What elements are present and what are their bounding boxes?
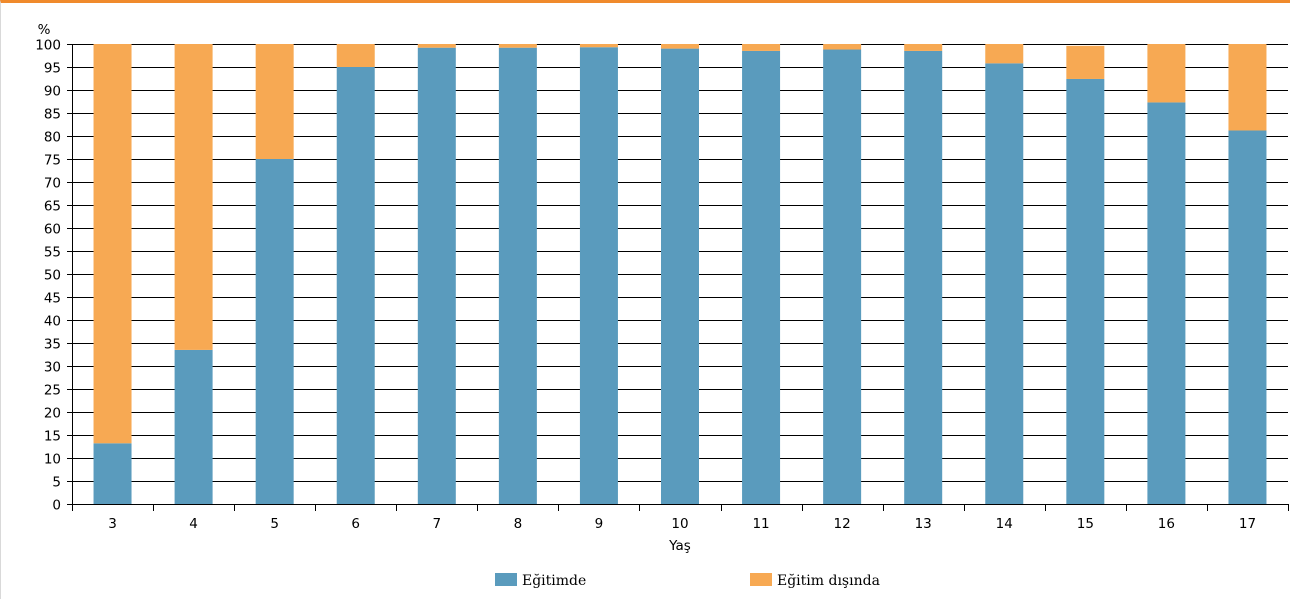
y-tick-label: 75 [44,153,61,169]
y-tick-label: 85 [44,107,61,123]
legend-label-egitimde: Eğitimde [522,573,586,589]
bar-segment-egitim-disinda [255,44,294,159]
bar-segment-egitim-disinda [823,44,862,50]
x-tick-label: 9 [595,516,604,532]
bar-segment-egitimde [255,159,294,504]
x-tick-label: 16 [1158,516,1175,532]
bar-segment-egitimde [93,443,132,504]
y-tick-label: 5 [52,475,61,491]
y-tick-label: 45 [44,291,61,307]
y-tick-label: 20 [44,406,61,422]
bar-segment-egitimde [1228,130,1267,504]
bar-segment-egitim-disinda [579,44,618,48]
x-tick-label: 10 [671,516,688,532]
bar-segment-egitimde [1147,102,1186,505]
bar-segment-egitimde [661,48,699,504]
bar-segment-egitimde [985,63,1024,504]
bar-segment-egitim-disinda [417,44,456,48]
x-tick-label: 4 [189,516,198,532]
bar-segment-egitim-disinda [1228,44,1267,131]
bar-segment-egitim-disinda [742,44,781,51]
y-tick-label: 60 [44,222,61,238]
x-tick-label: 12 [834,516,851,532]
x-tick-labels: 3 4 5 6 7 8 9 10 11 12 13 14 15 16 17 [72,504,1289,532]
bar-segment-egitimde [174,349,213,504]
x-tick-label: 6 [351,516,360,532]
bar-segment-egitimde [1066,78,1105,505]
x-tick-label: 15 [1077,516,1094,532]
bar-segment-egitim-disinda [336,44,375,67]
x-tick-label: 13 [915,516,932,532]
y-tick-label: 0 [52,498,61,514]
y-tick-label: 35 [44,337,61,353]
bar-segment-egitim-disinda [1066,45,1105,79]
y-tick-label: 40 [44,314,61,330]
y-axis-unit-label: % [38,22,51,38]
legend-swatch-egitimde [495,573,517,586]
bar-segment-egitim-disinda [904,44,943,51]
bar-segment-egitim-disinda [174,44,213,350]
x-tick-label: 14 [996,516,1013,532]
y-tick-label: 55 [44,245,61,261]
y-tick-label: 30 [44,360,61,376]
y-tick-label: 10 [44,452,61,468]
y-tick-label: 90 [44,84,61,100]
y-tick-label: 100 [35,38,61,54]
bars [93,44,1267,505]
y-tick-label: 95 [44,61,61,77]
stacked-bar-chart: 0510152025303540455055606570758085909510… [35,22,1289,589]
bar-segment-egitim-disinda [93,44,132,444]
bar-segment-egitim-disinda [985,44,1024,64]
bar-segment-egitimde [579,47,618,504]
x-tick-label: 3 [108,516,117,532]
legend: Eğitimde Eğitim dışında [495,573,880,589]
bar-segment-egitim-disinda [1147,44,1186,103]
x-tick-label: 11 [752,516,769,532]
legend-label-egitim-disinda: Eğitim dışında [777,573,880,589]
y-tick-label: 70 [44,176,61,192]
bar-segment-egitimde [742,50,781,505]
axes [72,44,1288,505]
bar-segment-egitimde [498,47,537,505]
y-tick-label: 65 [44,199,61,215]
x-tick-label: 8 [514,516,523,532]
x-tick-label: 5 [270,516,279,532]
bar-segment-egitimde [417,47,456,505]
y-tick-label: 25 [44,383,61,399]
y-tick-labels: 0 5 10 15 20 25 30 35 40 45 50 55 60 65 70 75 80 85 90 95 10… [35,38,72,514]
y-tick-label: 80 [44,130,61,146]
bar-segment-egitimde [336,67,375,504]
x-tick-label: 7 [433,516,442,532]
y-tick-label: 15 [44,429,61,445]
y-tick-label: 50 [44,268,61,284]
bar-segment-egitim-disinda [498,44,537,48]
bar-segment-egitimde [823,49,862,505]
bar-segment-egitimde [904,50,943,505]
legend-swatch-egitim-disinda [750,573,772,586]
bar-segment-egitim-disinda [661,44,699,49]
x-tick-label: 17 [1239,516,1256,532]
x-axis-title: Yaş [668,538,691,554]
